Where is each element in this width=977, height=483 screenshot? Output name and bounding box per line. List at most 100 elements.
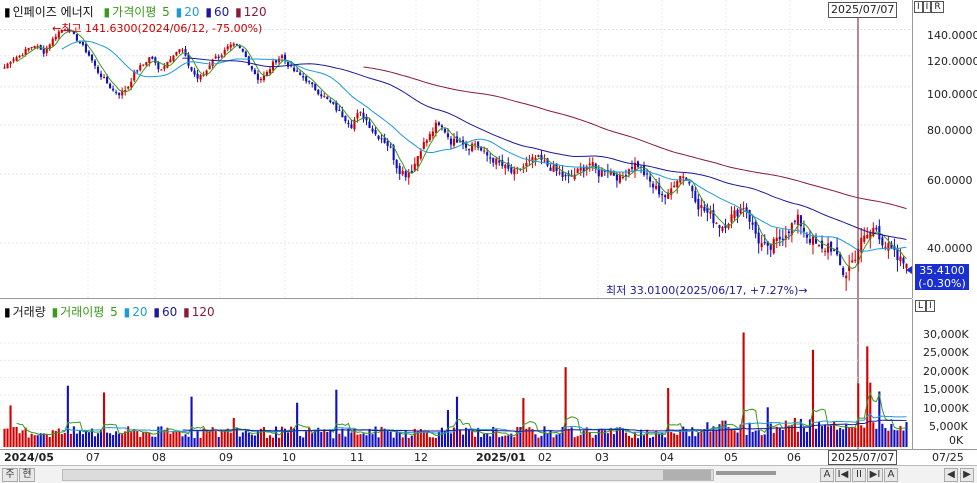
price-candle bbox=[823, 250, 827, 252]
volume-bar bbox=[618, 427, 621, 447]
volume-bar bbox=[739, 424, 742, 447]
stock-name: 인페이즈 에너지 bbox=[12, 5, 94, 19]
zoom-slider[interactable] bbox=[716, 471, 776, 475]
volume-bar bbox=[374, 426, 377, 447]
volume-bar bbox=[133, 428, 136, 447]
volume-bar bbox=[531, 429, 534, 447]
price-candle bbox=[6, 63, 9, 69]
price-candle bbox=[546, 158, 549, 166]
price-candle bbox=[344, 115, 347, 122]
price-candle bbox=[99, 73, 103, 78]
volume-bar bbox=[326, 431, 329, 447]
volume-bar bbox=[241, 432, 244, 447]
price-candle bbox=[784, 235, 787, 240]
volume-tick: 20,000K bbox=[923, 365, 969, 378]
pause-button[interactable]: II bbox=[852, 468, 866, 482]
volume-bar bbox=[118, 433, 121, 447]
volume-bar bbox=[516, 426, 519, 447]
volume-bar bbox=[507, 435, 510, 447]
price-candle bbox=[335, 102, 338, 111]
price-candle bbox=[93, 60, 97, 66]
volume-tick: 25,000K bbox=[923, 346, 969, 359]
ma-60-label: 60 bbox=[213, 5, 230, 19]
volume-bar bbox=[51, 430, 54, 447]
volume-bar bbox=[624, 432, 627, 447]
high-annotation: ←최고 141.6300(2024/06/12, -75.00%) bbox=[52, 22, 263, 35]
volume-bar bbox=[121, 434, 124, 447]
vol-ma-20-label: 20 bbox=[132, 305, 148, 319]
price-tick: 60.0000 bbox=[927, 174, 973, 187]
scroll-track[interactable] bbox=[62, 469, 714, 481]
volume-bar bbox=[673, 433, 676, 447]
volume-bar bbox=[468, 429, 471, 447]
vol-ma-5-label: 5 bbox=[110, 305, 118, 319]
volume-bar bbox=[184, 434, 187, 447]
volume-bar bbox=[679, 429, 682, 447]
price-candle bbox=[679, 175, 682, 183]
auto-button[interactable]: A bbox=[820, 468, 834, 482]
last-button[interactable]: ▶I bbox=[867, 468, 883, 482]
volume-bar bbox=[549, 430, 552, 447]
volume-bar bbox=[857, 383, 860, 447]
first-button[interactable]: I◀ bbox=[835, 468, 851, 482]
price-candle bbox=[265, 72, 269, 76]
price-candle bbox=[332, 101, 335, 104]
volume-bar bbox=[253, 435, 256, 447]
volume-bar bbox=[48, 436, 51, 447]
volume-bar bbox=[305, 431, 308, 447]
panel-icon[interactable]: Ⅰ bbox=[922, 1, 932, 13]
ma-label: 가격이평 bbox=[112, 5, 157, 19]
price-tick: 40.0000 bbox=[927, 242, 973, 255]
volume-bar bbox=[793, 417, 796, 447]
price-candle bbox=[618, 174, 621, 183]
period-button-week[interactable]: 주 bbox=[2, 468, 18, 482]
price-panel[interactable] bbox=[0, 0, 912, 299]
volume-bar bbox=[27, 437, 30, 447]
period-button-current[interactable]: 현 bbox=[19, 468, 35, 482]
scroll-thumb[interactable] bbox=[663, 470, 711, 480]
scroll-right-button[interactable]: ▶ bbox=[960, 468, 974, 482]
price-candle bbox=[350, 124, 353, 128]
volume-axis: 30,000K 25,000K 20,000K 15,000K 10,000K … bbox=[912, 299, 977, 449]
volume-bar bbox=[540, 435, 543, 447]
panel-icon[interactable]: R bbox=[931, 1, 944, 13]
price-candle bbox=[830, 241, 833, 252]
low-annotation: 최저 33.0100(2025/06/17, +7.27%)→ bbox=[606, 284, 808, 297]
volume-ma-label: 거래이평 bbox=[60, 305, 105, 319]
price-chart[interactable] bbox=[0, 0, 912, 298]
volume-bar bbox=[356, 434, 359, 447]
volume-bar bbox=[419, 429, 422, 447]
volume-bar bbox=[751, 431, 754, 447]
price-candle bbox=[676, 181, 679, 188]
price-candle bbox=[718, 225, 721, 228]
scroll-left-button[interactable]: ◀ bbox=[944, 468, 958, 482]
price-candle bbox=[136, 70, 139, 72]
price-candle bbox=[326, 96, 329, 99]
price-candle bbox=[386, 141, 389, 147]
panel-icon[interactable]: L bbox=[915, 300, 927, 312]
price-candle bbox=[588, 163, 591, 166]
volume-chart[interactable] bbox=[0, 299, 912, 449]
volume-bar bbox=[365, 435, 368, 447]
price-candle bbox=[887, 243, 890, 251]
price-candle bbox=[760, 243, 763, 248]
price-candle bbox=[268, 69, 272, 74]
volume-bar bbox=[277, 437, 281, 447]
volume-bar bbox=[18, 433, 21, 447]
volume-bar bbox=[465, 427, 468, 447]
price-candle bbox=[244, 51, 247, 57]
volume-bar bbox=[268, 435, 272, 447]
volume-bar bbox=[552, 437, 555, 447]
volume-bar bbox=[45, 434, 48, 447]
panel-icon[interactable]: I bbox=[926, 300, 935, 312]
volume-bar bbox=[905, 422, 908, 447]
price-candle bbox=[238, 45, 241, 48]
panel-icon[interactable]: Ⅰ bbox=[914, 1, 923, 13]
volume-bar bbox=[443, 431, 446, 447]
a-button[interactable]: A bbox=[884, 468, 898, 482]
price-candle bbox=[341, 111, 344, 118]
volume-bar bbox=[265, 437, 269, 447]
price-candle bbox=[833, 249, 836, 251]
